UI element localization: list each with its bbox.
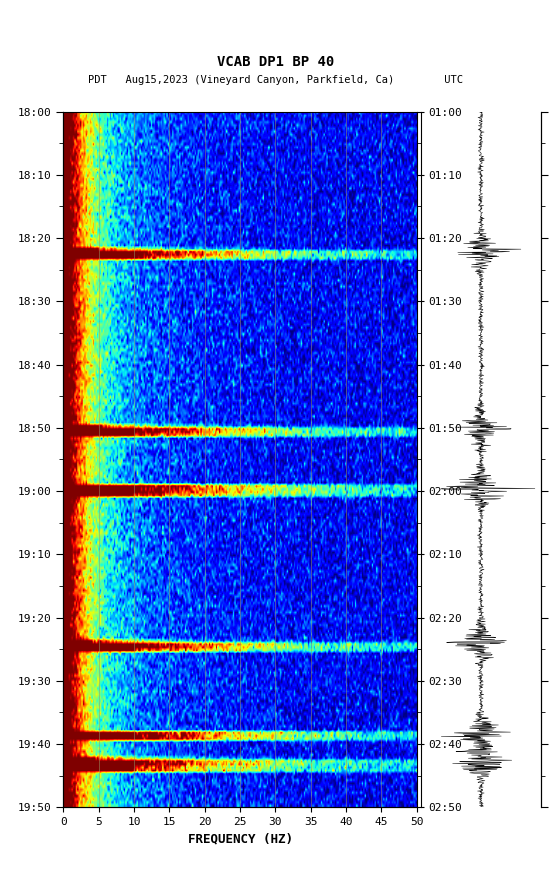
Text: USGS: USGS	[22, 31, 55, 45]
X-axis label: FREQUENCY (HZ): FREQUENCY (HZ)	[188, 832, 293, 846]
Text: VCAB DP1 BP 40: VCAB DP1 BP 40	[217, 55, 335, 70]
Text: PDT   Aug15,2023 (Vineyard Canyon, Parkfield, Ca)        UTC: PDT Aug15,2023 (Vineyard Canyon, Parkfie…	[88, 75, 464, 86]
